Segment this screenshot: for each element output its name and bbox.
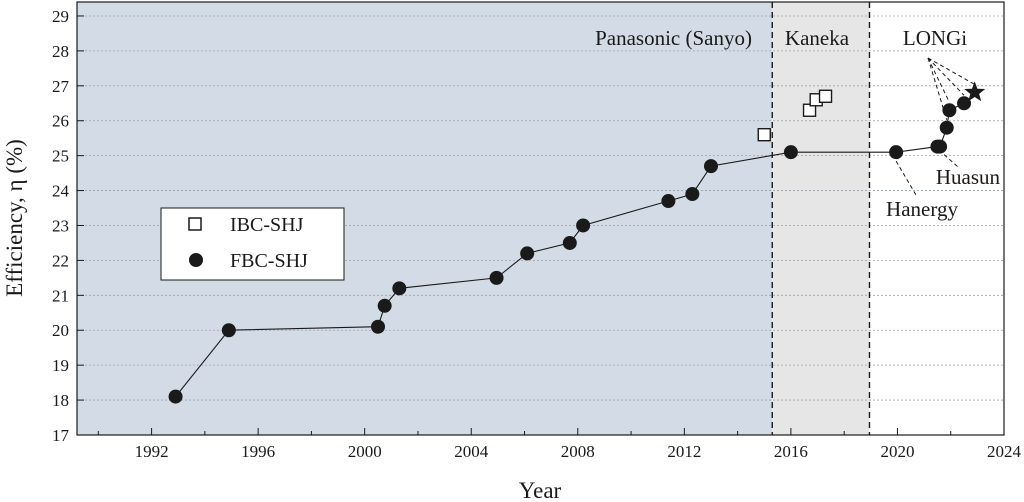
x-axis-title: Year — [519, 478, 562, 502]
annotation-label-hanergy: Hanergy — [886, 197, 958, 221]
point-fbc-shj-8 — [576, 218, 591, 233]
annotation-leaders — [895, 57, 975, 196]
x-tick-label-2020: 2020 — [880, 442, 914, 461]
point-fbc-shj-1 — [221, 323, 236, 338]
y-tick-label-19: 19 — [52, 356, 69, 375]
point-fbc-shj-16 — [939, 120, 954, 135]
region-bg-longi — [869, 2, 1004, 435]
point-fbc-shj-3 — [377, 298, 392, 313]
point-fbc-shj-12 — [783, 145, 798, 160]
annotation-label-huasun: Huasun — [936, 165, 1001, 189]
plot-frame-border — [76, 1, 1005, 436]
legend-marker-fbc-shj — [189, 253, 203, 267]
point-ibc-shj-3 — [818, 89, 833, 103]
point-fbc-shj-18 — [957, 96, 972, 111]
point-fbc-shj-15 — [933, 139, 948, 154]
y-tick-label-22: 22 — [52, 251, 69, 270]
point-fbc-shj-2 — [371, 319, 386, 334]
point-fbc-shj-11 — [703, 159, 718, 174]
leader-line-huasun — [943, 154, 959, 168]
region-bg-kaneka — [772, 2, 870, 435]
legend-marker-ibc-shj — [188, 217, 202, 231]
plot-frame — [76, 1, 1005, 436]
y-tick-label-18: 18 — [52, 391, 69, 410]
x-tick-label-1996: 1996 — [241, 442, 275, 461]
y-axis-title: Efficiency, η (%) — [2, 139, 27, 297]
axis-ticks: 1992 1996 2000 2004 2008 2012 2016 2020 20241718… — [52, 7, 1022, 461]
leader-line-longi-2 — [927, 57, 965, 96]
y-tick-label-23: 23 — [52, 216, 69, 235]
point-fbc-shj-10 — [685, 187, 700, 202]
grid-lines — [77, 15, 1004, 401]
region-label-longi: LONGi — [903, 26, 967, 50]
x-tick-label-2000: 2000 — [348, 442, 382, 461]
leader-line-longi-3 — [927, 57, 975, 85]
x-tick-label-2024: 2024 — [987, 442, 1022, 461]
x-tick-label-1992: 1992 — [135, 442, 169, 461]
legend: IBC-SHJ FBC-SHJ — [160, 207, 345, 281]
data-points — [168, 81, 986, 404]
y-tick-label-20: 20 — [52, 321, 69, 340]
leader-line-longi-0 — [927, 57, 948, 120]
point-fbc-shj-7 — [562, 235, 577, 250]
y-tick-label-27: 27 — [52, 77, 70, 96]
point-ibc-shj-0 — [757, 127, 771, 142]
x-tick-label-2016: 2016 — [774, 442, 808, 461]
region-dividers — [771, 2, 871, 435]
y-tick-label-21: 21 — [52, 286, 69, 305]
y-tick-label-28: 28 — [52, 42, 69, 61]
point-fbc-shj-4 — [392, 281, 407, 296]
x-tick-label-2012: 2012 — [667, 442, 701, 461]
point-fbc-shj-13 — [889, 145, 904, 160]
point-fbc-shj-17 — [942, 103, 957, 118]
y-tick-label-29: 29 — [52, 7, 69, 26]
legend-label-fbc-shj: FBC-SHJ — [230, 250, 308, 272]
region-label-panasonic: Panasonic (Sanyo) — [595, 26, 752, 50]
point-fbc-shj-9 — [661, 194, 676, 209]
y-tick-label-26: 26 — [52, 112, 69, 131]
y-tick-label-17: 17 — [52, 426, 70, 445]
point-fbc-shj-6 — [520, 246, 535, 261]
x-tick-label-2004: 2004 — [454, 442, 489, 461]
y-tick-label-24: 24 — [52, 182, 70, 201]
point-fbc-shj-0 — [168, 389, 183, 404]
x-tick-label-2008: 2008 — [561, 442, 595, 461]
point-fbc-shj-5 — [489, 270, 504, 285]
y-tick-label-25: 25 — [52, 147, 69, 166]
point-star-highlight — [964, 81, 986, 102]
legend-label-ibc-shj: IBC-SHJ — [230, 214, 304, 236]
leader-line-longi-1 — [927, 57, 950, 103]
region-label-kaneka: Kaneka — [785, 26, 850, 50]
